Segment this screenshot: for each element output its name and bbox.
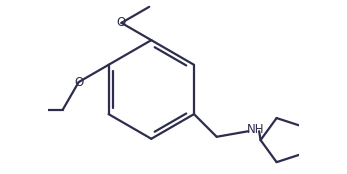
Text: O: O [117, 16, 126, 29]
Text: O: O [74, 76, 83, 89]
Text: NH: NH [247, 123, 264, 136]
